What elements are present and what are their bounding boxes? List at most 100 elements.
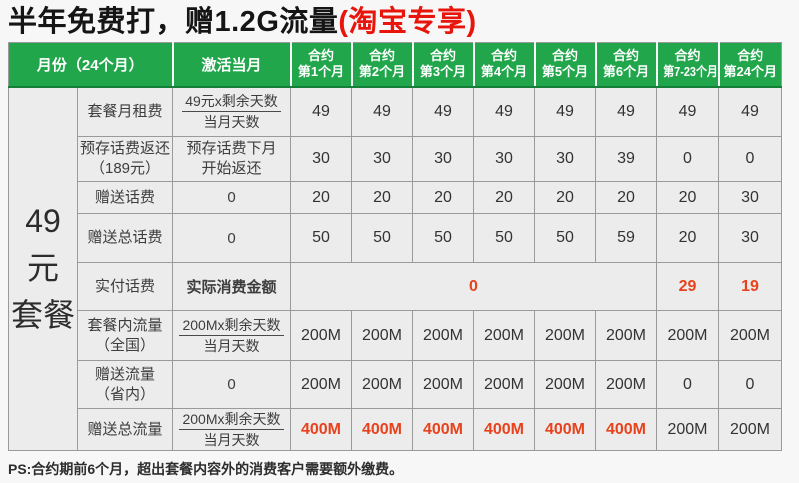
- table-cell: 49: [351, 86, 413, 137]
- table-cell: 200M: [718, 408, 782, 451]
- activation-gift-credit: 0: [172, 181, 291, 214]
- header-contract-3: 合约 第3个月: [411, 42, 474, 88]
- table-cell: 200M: [290, 360, 352, 409]
- activation-monthly-fee: 49元x剩余天数 当月天数: [172, 86, 291, 137]
- table-cell: 400M: [473, 408, 535, 451]
- table-cell: 30: [473, 136, 535, 182]
- table-cell: 49: [656, 86, 719, 137]
- header-contract-2: 合约 第2个月: [350, 42, 413, 88]
- table-cell: 30: [412, 136, 474, 182]
- table-cell: 200M: [718, 310, 782, 361]
- table-cell: 200M: [351, 310, 413, 361]
- table-cell: 20: [473, 181, 535, 214]
- header-contract-7-23: 合约 第7-23个月: [655, 42, 719, 88]
- table-cell: 200M: [656, 310, 719, 361]
- table-cell: 200M: [290, 310, 352, 361]
- table-cell: 30: [290, 136, 352, 182]
- table-cell: 20: [290, 181, 352, 214]
- table-cell: 0: [656, 360, 719, 409]
- table-cell: 30: [718, 213, 782, 263]
- table-cell: 400M: [595, 408, 657, 451]
- footnote: PS:合约期前6个月，超出套餐内容外的消费客户需要额外缴费。: [8, 461, 404, 477]
- table-cell: 49: [595, 86, 657, 137]
- table-header-row: 月份（24个月） 激活当月 合约 第1个月 合约 第2个月 合约 第3个月 合约 第4个…: [8, 42, 782, 88]
- title-main: 半年免费打，赠1.2G流量: [8, 6, 339, 38]
- table-cell: 30: [351, 136, 413, 182]
- table-cell: 200M: [473, 310, 535, 361]
- row-label-actual-pay: 实付话费: [77, 262, 173, 311]
- table-cell: 200M: [595, 360, 657, 409]
- table-cell: 200M: [595, 310, 657, 361]
- row-gift-credit: 赠送话费 0 20 20 20 20 20 20 20 30: [9, 181, 782, 214]
- table-cell: 30: [718, 181, 782, 214]
- table-cell: 50: [412, 213, 474, 263]
- plan-name-cell: 49元 套餐: [8, 86, 78, 451]
- table-cell: 0: [656, 136, 719, 182]
- table-cell: 20: [534, 181, 596, 214]
- table-cell: 50: [290, 213, 352, 263]
- table-cell: 49: [534, 86, 596, 137]
- row-prestore-return: 预存话费返还 （189元） 预存话费下月 开始返还 30 30 30 30 30 …: [9, 136, 782, 182]
- header-activation: 激活当月: [171, 42, 291, 88]
- table-cell: 39: [595, 136, 657, 182]
- activation-prestore-return: 预存话费下月 开始返还: [172, 136, 291, 182]
- row-monthly-fee: 49元 套餐 套餐月租费 49元x剩余天数 当月天数 49 49 49 49 49 …: [8, 86, 782, 451]
- row-label-gift-credit-total: 赠送总话费: [77, 213, 173, 263]
- activation-gift-credit-total: 0: [172, 213, 291, 263]
- table-cell: 49: [412, 86, 474, 137]
- table-cell: 50: [534, 213, 596, 263]
- table-cell: 400M: [290, 408, 352, 451]
- row-label-gift-data-total: 赠送总流量: [77, 408, 173, 451]
- row-plan-data: 套餐内流量 （全国） 200Mx剩余天数 当月天数 200M 200M 200M 2…: [9, 310, 782, 361]
- row-gift-data: 赠送流量 （省内） 0 200M 200M 200M 200M 200M 200M…: [9, 360, 782, 409]
- header-contract-4: 合约 第4个月: [472, 42, 535, 88]
- header-months: 月份（24个月）: [8, 42, 173, 88]
- table-cell: 49: [473, 86, 535, 137]
- table-cell: 200M: [656, 408, 719, 451]
- activation-gift-data-total: 200Mx剩余天数 当月天数: [172, 408, 291, 451]
- table-cell: 200M: [473, 360, 535, 409]
- row-gift-data-total: 赠送总流量 200Mx剩余天数 当月天数 400M 400M 400M 400M …: [9, 408, 782, 451]
- table-cell: 200M: [534, 310, 596, 361]
- table-cell: 29: [656, 262, 719, 311]
- table-cell: 200M: [534, 360, 596, 409]
- row-label-plan-data: 套餐内流量 （全国）: [77, 310, 173, 361]
- fraction: 200Mx剩余天数 当月天数: [179, 410, 284, 449]
- table-cell: 400M: [412, 408, 474, 451]
- row-label-gift-credit: 赠送话费: [77, 181, 173, 214]
- header-contract-6: 合约 第6个月: [594, 42, 657, 88]
- table-cell: 200M: [412, 310, 474, 361]
- fraction: 200Mx剩余天数 当月天数: [179, 316, 284, 355]
- table-cell: 20: [351, 181, 413, 214]
- table-cell: 30: [534, 136, 596, 182]
- table-cell: 0: [718, 136, 782, 182]
- table-cell: 20: [656, 213, 719, 263]
- table-cell: 20: [656, 181, 719, 214]
- table-cell: 200M: [351, 360, 413, 409]
- activation-plan-data: 200Mx剩余天数 当月天数: [172, 310, 291, 361]
- table-cell: 50: [473, 213, 535, 263]
- header-contract-1: 合约 第1个月: [289, 42, 352, 88]
- table-cell: 20: [595, 181, 657, 214]
- pricing-table: 月份（24个月） 激活当月 合约 第1个月 合约 第2个月 合约 第3个月 合约 第4个…: [8, 42, 782, 451]
- table-cell-merged: 0: [290, 262, 657, 311]
- table-cell: 49: [718, 86, 782, 137]
- header-contract-24: 合约 第24个月: [717, 42, 782, 88]
- table-cell: 20: [412, 181, 474, 214]
- header-contract-5: 合约 第5个月: [533, 42, 596, 88]
- row-label-gift-data: 赠送流量 （省内）: [77, 360, 173, 409]
- title-highlight: (淘宝专享): [338, 6, 477, 38]
- page-title: 半年免费打，赠1.2G流量(淘宝专享): [0, 0, 799, 39]
- activation-gift-data: 0: [172, 360, 291, 409]
- row-gift-credit-total: 赠送总话费 0 50 50 50 50 50 59 20 30: [9, 213, 782, 263]
- table-cell: 400M: [351, 408, 413, 451]
- table-cell: 50: [351, 213, 413, 263]
- table-cell: 200M: [412, 360, 474, 409]
- table-cell: 59: [595, 213, 657, 263]
- table-cell: 49: [290, 86, 352, 137]
- row-label-prestore-return: 预存话费返还 （189元）: [77, 136, 173, 182]
- fraction: 49元x剩余天数 当月天数: [182, 92, 281, 131]
- table-cell: 0: [718, 360, 782, 409]
- table-cell: 19: [718, 262, 782, 311]
- activation-actual-pay: 实际消费金额: [172, 262, 291, 311]
